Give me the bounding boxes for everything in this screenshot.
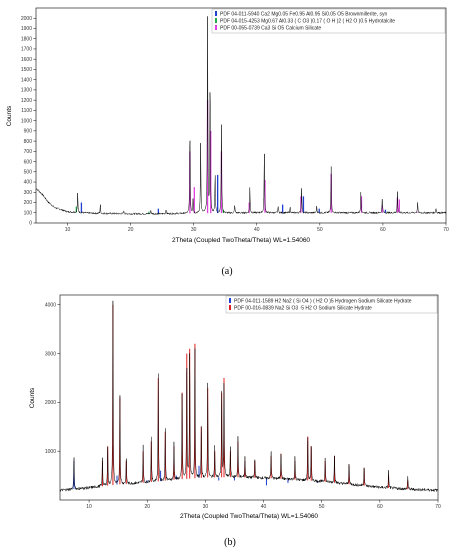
measured-pattern-a bbox=[35, 16, 447, 216]
x-tick-label-a-5: 60 bbox=[380, 227, 386, 233]
legend-swatch-a-1 bbox=[215, 11, 217, 16]
y-tick-label-b-2: 3000 bbox=[45, 351, 56, 357]
y-tick-label-a-10: 1000 bbox=[21, 118, 32, 124]
legend-entry-a-1: PDF 04-011-5940 Ca2 Mg0.05 Fe0.95 Al0.95… bbox=[220, 12, 387, 18]
legend-swatch-a-3 bbox=[215, 25, 217, 30]
legend-entry-b-1: PDF 04-011-1589 H2 Na2 ( Si O4 ) ( H2 O … bbox=[234, 299, 412, 305]
plot-area-a bbox=[35, 7, 447, 224]
x-tick-label-b-1: 20 bbox=[144, 504, 150, 510]
panel-label-a: (a) bbox=[221, 266, 232, 277]
x-tick-label-b-4: 50 bbox=[319, 504, 325, 510]
legend-entry-b-2: PDF 00-016-0839 Na2 Si O3 ·5 H2 O Sodium… bbox=[234, 306, 372, 312]
y-tick-label-a-13: 1300 bbox=[21, 88, 32, 94]
chart-panel-a: Counts 2Theta (Coupled TwoTheta/Theta) W… bbox=[6, 7, 449, 277]
x-tick-label-b-0: 10 bbox=[86, 504, 92, 510]
legend-box-a bbox=[211, 8, 446, 34]
y-tick-label-a-9: 900 bbox=[24, 129, 33, 135]
x-tick-label-b-5: 60 bbox=[377, 504, 383, 510]
x-tick-label-a-2: 30 bbox=[191, 227, 197, 233]
x-tick-label-a-4: 50 bbox=[317, 227, 323, 233]
x-axis-label-a: 2Theta (Coupled TwoTheta/Theta) WL=1.540… bbox=[172, 237, 310, 244]
x-tick-label-a-6: 70 bbox=[443, 227, 449, 233]
y-tick-label-a-14: 1400 bbox=[21, 77, 32, 83]
y-tick-label-a-0: 0 bbox=[29, 221, 32, 227]
legend-box-b bbox=[225, 295, 438, 314]
y-tick-label-b-3: 4000 bbox=[45, 302, 56, 308]
y-tick-label-a-7: 700 bbox=[24, 149, 33, 155]
panel-label-b: (b) bbox=[224, 537, 236, 548]
y-tick-label-a-5: 500 bbox=[24, 170, 33, 176]
chart-panel-b: Counts 2Theta (Coupled TwoTheta/Theta) W… bbox=[29, 294, 441, 548]
y-tick-label-a-20: 2000 bbox=[21, 16, 32, 22]
x-tick-label-b-6: 70 bbox=[435, 504, 441, 510]
x-tick-label-a-1: 20 bbox=[128, 227, 134, 233]
legend-a: PDF 04-011-5940 Ca2 Mg0.05 Fe0.95 Al0.95… bbox=[211, 8, 446, 34]
y-axis-label-a: Counts bbox=[6, 105, 13, 126]
legend-swatch-b-1 bbox=[229, 298, 231, 303]
plot-area-b bbox=[59, 294, 439, 501]
y-tick-label-a-16: 1600 bbox=[21, 57, 32, 63]
x-tick-label-a-3: 40 bbox=[254, 227, 260, 233]
y-tick-label-a-17: 1700 bbox=[21, 47, 32, 53]
legend-entry-a-3: PDF 00-055-0739 Ca3 Si O5 Calcium Silica… bbox=[220, 26, 321, 32]
legend-entry-a-2: PDF 04-015-4253 Mg0.67 Al0.33 ( C O3 )0.… bbox=[220, 19, 395, 25]
y-tick-label-a-15: 1500 bbox=[21, 67, 32, 73]
y-tick-label-a-3: 300 bbox=[24, 190, 33, 196]
y-tick-label-a-12: 1200 bbox=[21, 98, 32, 104]
y-tick-label-a-4: 400 bbox=[24, 180, 33, 186]
y-tick-label-b-0: 1000 bbox=[45, 449, 56, 455]
y-tick-label-a-6: 600 bbox=[24, 159, 33, 165]
legend-b: PDF 04-011-1589 H2 Na2 ( Si O4 ) ( H2 O … bbox=[225, 295, 438, 314]
legend-swatch-a-2 bbox=[215, 18, 217, 23]
y-tick-label-a-19: 1900 bbox=[21, 26, 32, 32]
y-tick-label-a-1: 100 bbox=[24, 210, 33, 216]
legend-swatch-b-2 bbox=[229, 305, 231, 310]
x-tick-label-a-0: 10 bbox=[65, 227, 71, 233]
measured-pattern-b bbox=[59, 300, 439, 492]
x-tick-label-b-3: 40 bbox=[261, 504, 267, 510]
y-tick-label-a-11: 1100 bbox=[21, 108, 32, 114]
x-tick-label-b-2: 30 bbox=[203, 504, 209, 510]
y-tick-label-a-18: 1800 bbox=[21, 36, 32, 42]
x-axis-label-b: 2Theta (Coupled TwoTheta/Theta) WL=1.540… bbox=[180, 513, 318, 520]
y-tick-label-a-2: 200 bbox=[24, 200, 33, 206]
y-axis-label-b: Counts bbox=[29, 387, 36, 408]
y-tick-label-b-1: 2000 bbox=[45, 400, 56, 406]
y-tick-label-a-8: 800 bbox=[24, 139, 33, 145]
